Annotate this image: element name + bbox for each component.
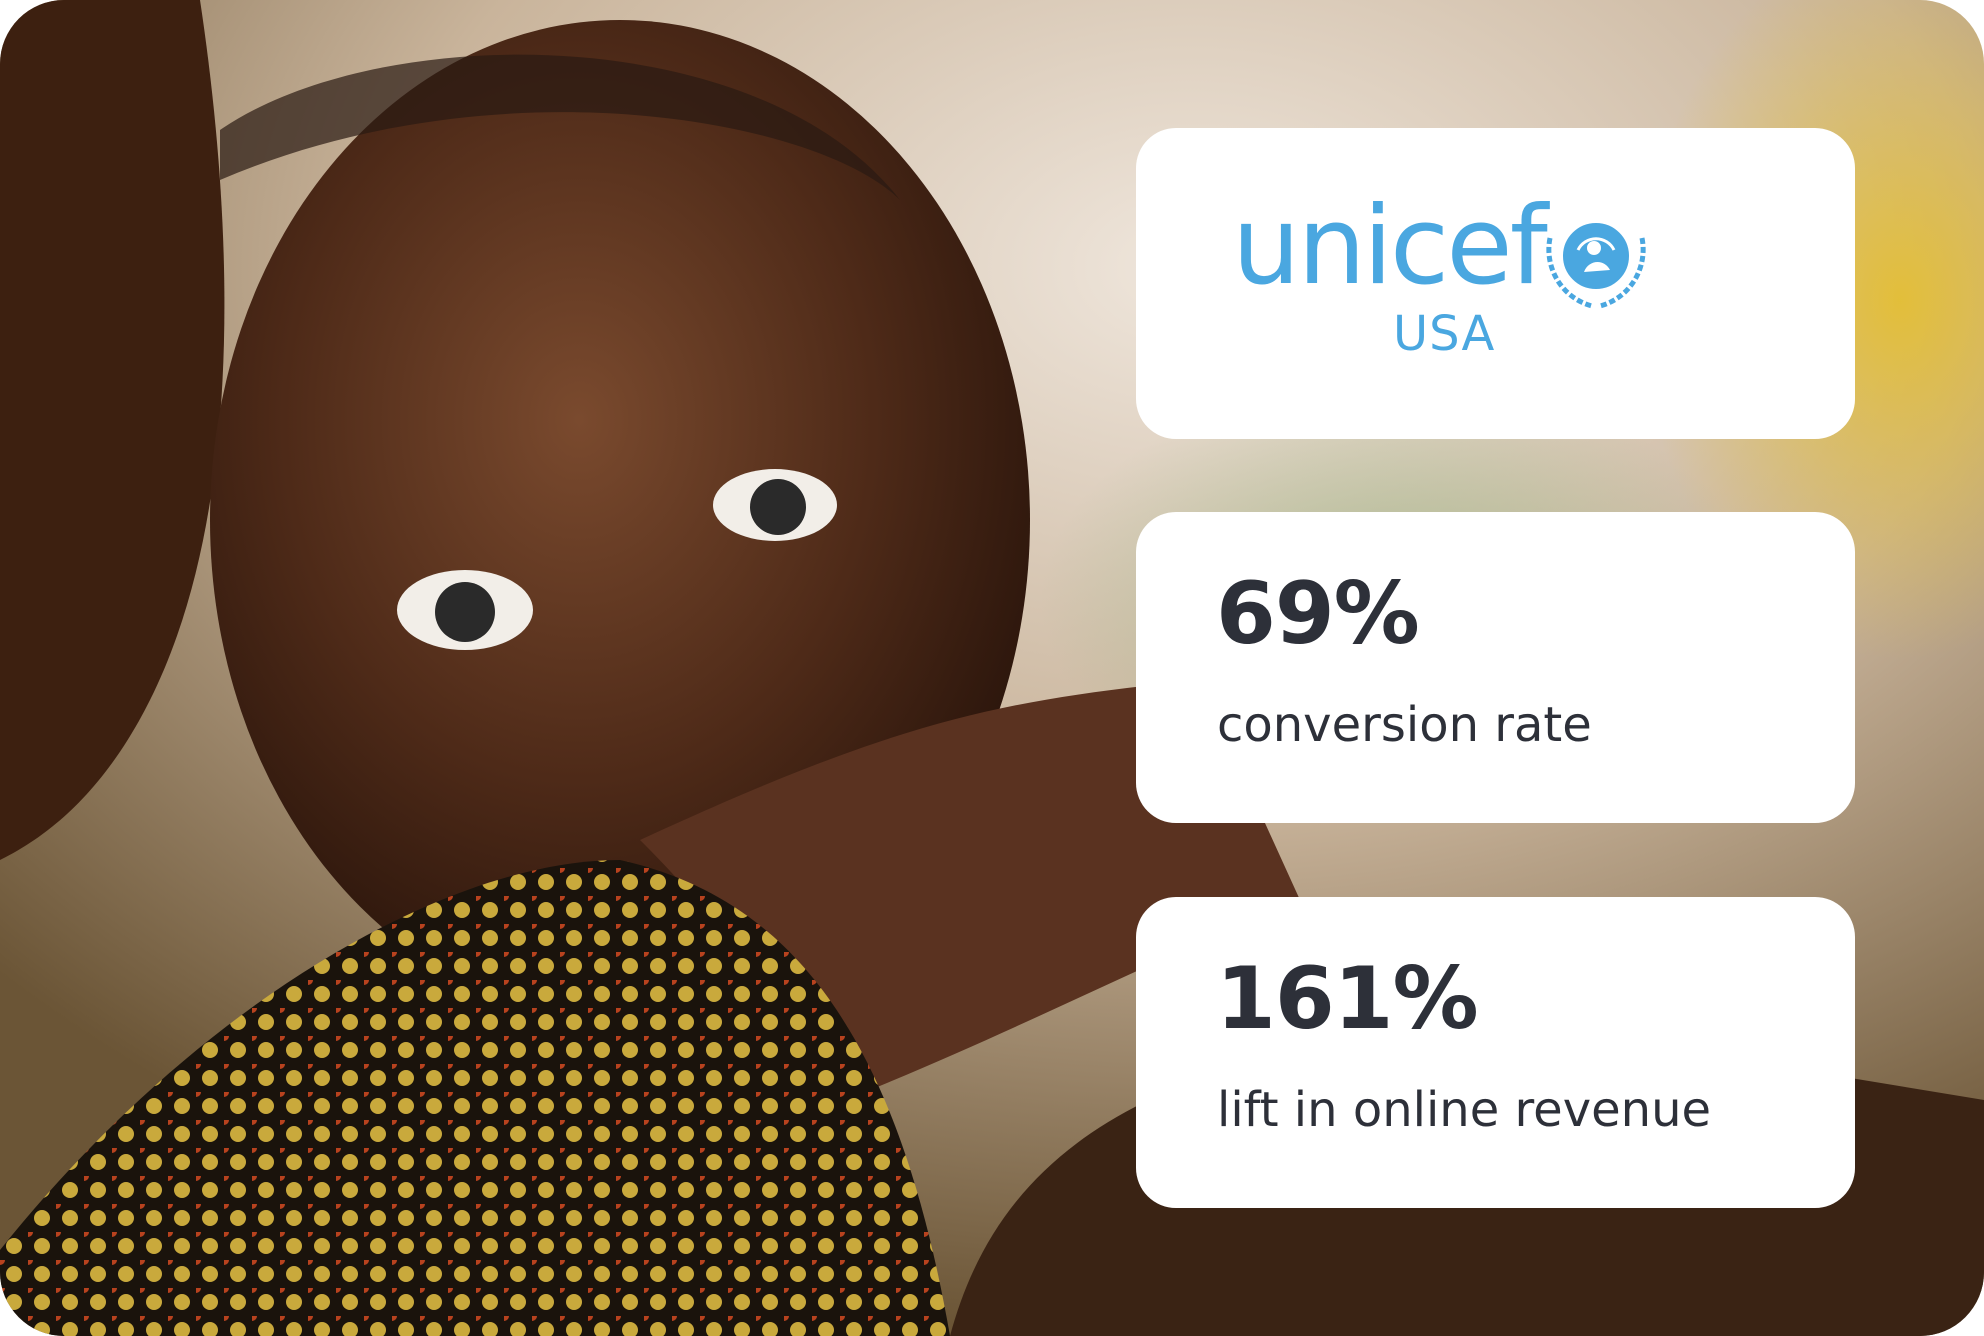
logo-card: unicef USA <box>1136 128 1855 439</box>
stat-label: lift in online revenue <box>1217 1082 1712 1138</box>
stat-label: conversion rate <box>1217 697 1592 753</box>
stat-value: 69% <box>1216 564 1420 664</box>
stat-card: 161% lift in online revenue <box>1136 897 1855 1208</box>
stat-value: 161% <box>1216 949 1479 1049</box>
logo-emblem <box>1546 221 1646 309</box>
logo-region: USA <box>1393 306 1496 362</box>
stat-card: 69% conversion rate <box>1136 512 1855 823</box>
logo-wordmark: unicef <box>1232 184 1548 309</box>
